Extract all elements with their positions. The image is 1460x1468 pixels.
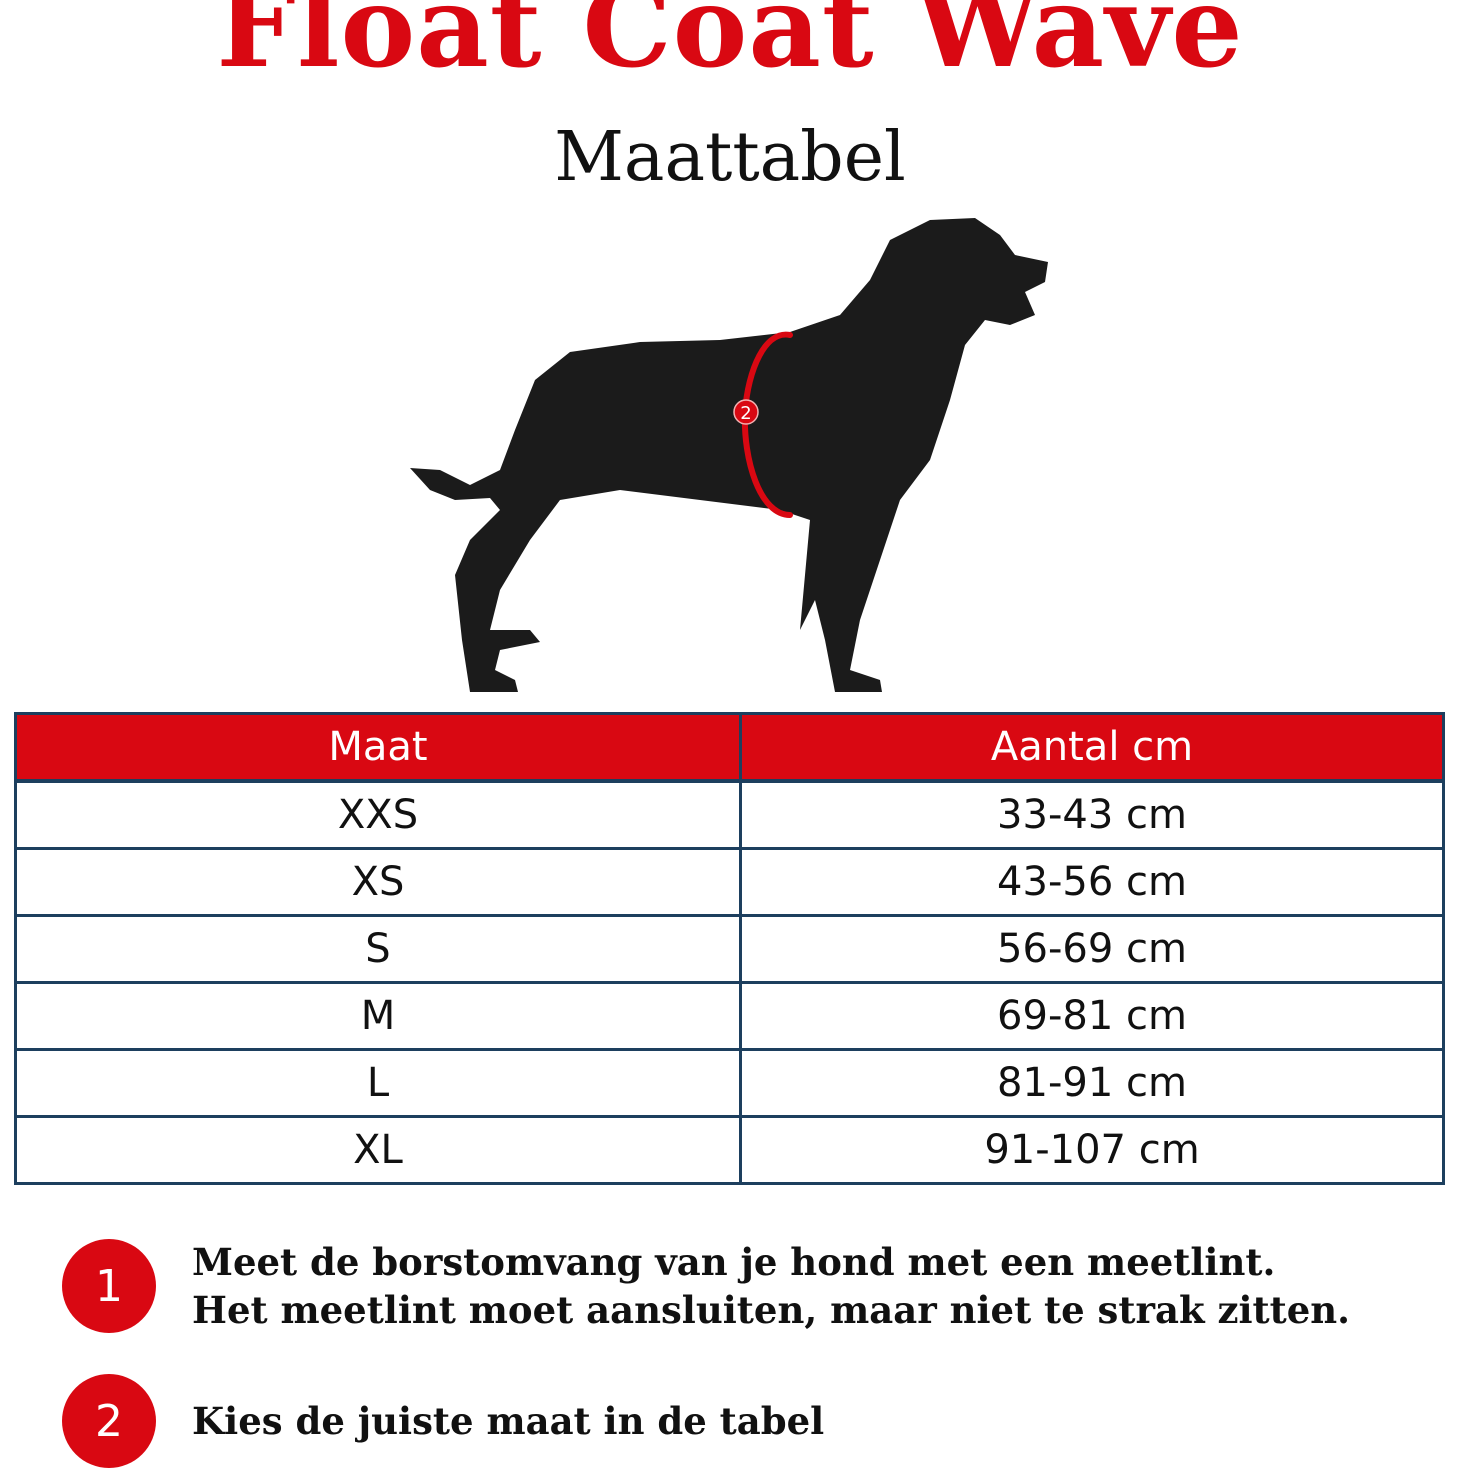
table-row: M 69-81 cm [14, 981, 1445, 1051]
dog-silhouette-illustration: 2 [410, 218, 1048, 692]
cm-cell: 91-107 cm [739, 1115, 1445, 1185]
page-subtitle: Maattabel [554, 118, 906, 197]
cm-cell: 69-81 cm [739, 981, 1445, 1051]
column-header-size: Maat [14, 712, 742, 783]
size-cell: L [14, 1048, 742, 1118]
table-row: XL 91-107 cm [14, 1115, 1445, 1185]
step-text: Meet de borstomvang van je hond met een … [192, 1240, 1351, 1332]
cm-cell: 56-69 cm [739, 914, 1445, 984]
cm-cell: 43-56 cm [739, 847, 1445, 917]
table-header-row: Maat Aantal cm [14, 712, 1445, 783]
size-cell: XS [14, 847, 742, 917]
size-cell: XL [14, 1115, 742, 1185]
page-title: Float Coat Wave [216, 0, 1244, 93]
chest-marker-label: 2 [740, 403, 751, 424]
dog-body [410, 218, 1048, 692]
chest-marker-circle [733, 399, 759, 425]
step-number-badge: 2 [62, 1374, 156, 1468]
cm-cell: 81-91 cm [739, 1048, 1445, 1118]
table-row: S 56-69 cm [14, 914, 1445, 984]
instruction-step-1: 1 Meet de borstomvang van je hond met ee… [62, 1238, 1352, 1334]
size-cell: S [14, 914, 742, 984]
step-text: Kies de juiste maat in de tabel [192, 1399, 825, 1443]
table-row: XS 43-56 cm [14, 847, 1445, 917]
instruction-step-2: 2 Kies de juiste maat in de tabel [62, 1374, 1352, 1468]
table-row: L 81-91 cm [14, 1048, 1445, 1118]
column-header-cm: Aantal cm [739, 712, 1445, 783]
table-row: XXS 33-43 cm [14, 779, 1445, 850]
cm-cell: 33-43 cm [739, 779, 1445, 850]
step-number-badge: 1 [62, 1239, 156, 1333]
size-cell: XXS [14, 779, 742, 850]
size-cell: M [14, 981, 742, 1051]
